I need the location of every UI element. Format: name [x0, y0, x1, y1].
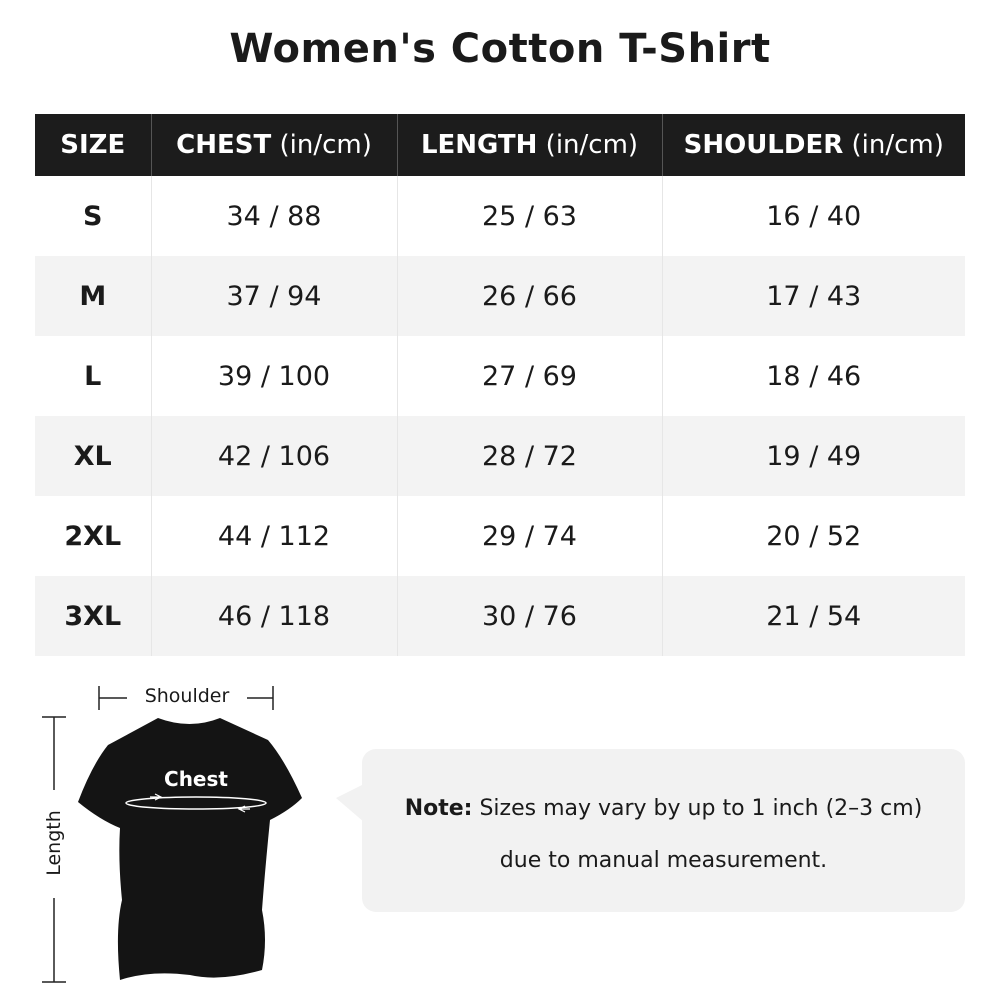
tshirt-icon — [42, 686, 302, 983]
table-header-row: SIZE CHEST (in/cm) LENGTH (in/cm) SHOULD… — [35, 114, 965, 176]
cell-chest: 44 / 112 — [151, 496, 398, 576]
shoulder-label: Shoulder — [144, 685, 230, 707]
cell-length: 25 / 63 — [397, 176, 663, 256]
cell-shoulder: 20 / 52 — [766, 520, 862, 552]
header-shoulder: SHOULDER (in/cm) — [662, 114, 965, 176]
header-length: LENGTH (in/cm) — [397, 114, 663, 176]
header-label: SHOULDER — [683, 130, 844, 160]
cell-size: 3XL — [35, 576, 152, 656]
tshirt-diagram: Shoulder Chest Length — [0, 670, 330, 1000]
header-chest: CHEST (in/cm) — [151, 114, 398, 176]
table-row: 2XL 44 / 112 29 / 74 20 / 52 — [35, 496, 965, 576]
cell-chest: 42 / 106 — [151, 416, 398, 496]
cell-length: 30 / 76 — [397, 576, 663, 656]
table-row: 3XL 46 / 118 30 / 76 21 / 54 — [35, 576, 965, 656]
cell-chest: 39 / 100 — [151, 336, 398, 416]
cell-shoulder: 18 / 46 — [766, 360, 862, 392]
note-prefix: Note: — [404, 796, 473, 821]
cell-shoulder: 17 / 43 — [662, 256, 965, 336]
cell-length: 26 / 66 — [397, 256, 663, 336]
note-line-2: due to manual measurement. — [499, 848, 828, 873]
page-title: Women's Cotton T-Shirt — [229, 26, 771, 72]
header-unit: (in/cm) — [537, 130, 639, 160]
cell-size: XL — [35, 416, 152, 496]
cell-size: S — [35, 176, 152, 256]
note-bubble-tail — [336, 784, 364, 822]
cell-length: 28 / 72 — [397, 416, 663, 496]
cell-length: 27 / 69 — [397, 336, 663, 416]
table-row: L 39 / 100 27 / 69 18 / 46 — [35, 336, 965, 416]
cell-chest: 34 / 88 — [151, 176, 398, 256]
cell-length: 29 / 74 — [397, 496, 663, 576]
cell-size: 2XL — [35, 496, 152, 576]
header-label: LENGTH — [420, 130, 538, 160]
table-row: S 34 / 88 25 / 63 16 / 40 — [35, 176, 965, 256]
header-unit: (in/cm) — [843, 130, 944, 160]
table-row: M 37 / 94 26 / 66 17 / 43 — [35, 256, 965, 336]
note-text: Sizes may vary by up to 1 inch (2–3 cm) — [472, 796, 923, 821]
cell-chest: 46 / 118 — [151, 576, 398, 656]
cell-size: L — [35, 336, 152, 416]
cell-size: M — [35, 256, 152, 336]
header-size: SIZE — [35, 114, 152, 176]
cell-shoulder: 16 / 40 — [766, 200, 862, 232]
table-row: XL 42 / 106 28 / 72 19 / 49 — [35, 416, 965, 496]
cell-shoulder: 19 / 49 — [662, 416, 965, 496]
size-chart-table: SIZE CHEST (in/cm) LENGTH (in/cm) SHOULD… — [35, 114, 965, 656]
header-label: CHEST — [176, 130, 272, 160]
chest-label: Chest — [164, 767, 228, 791]
cell-shoulder: 21 / 54 — [662, 576, 965, 656]
cell-chest: 37 / 94 — [151, 256, 398, 336]
length-label: Length — [43, 810, 65, 876]
note-line-1: Note: Sizes may vary by up to 1 inch (2–… — [362, 796, 965, 821]
note-box: Note: Sizes may vary by up to 1 inch (2–… — [362, 749, 965, 912]
header-label: SIZE — [60, 130, 126, 160]
header-unit: (in/cm) — [271, 130, 372, 160]
